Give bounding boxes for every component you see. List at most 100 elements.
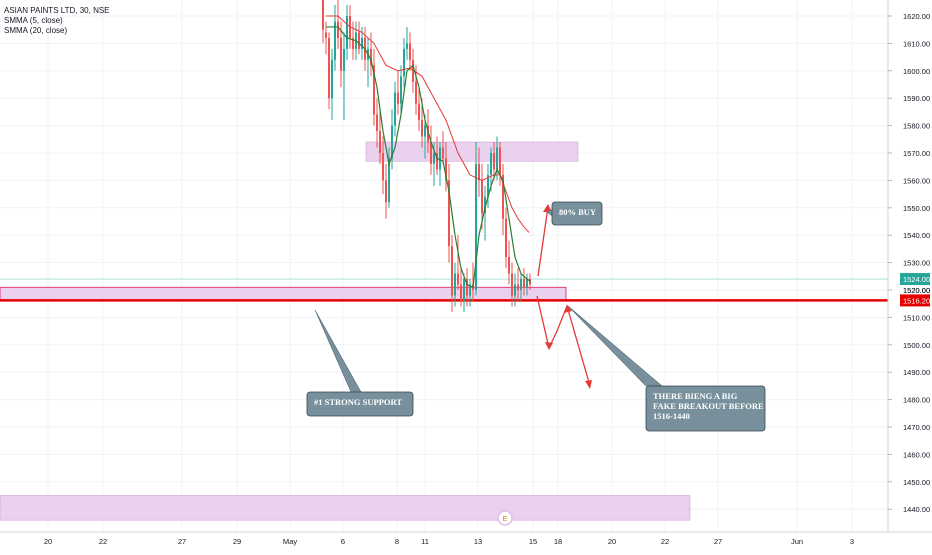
candle	[346, 5, 348, 60]
event-label: E	[503, 516, 508, 523]
candle-body	[460, 284, 462, 301]
price-tag-current: 1524.00	[900, 273, 930, 286]
candle-body	[487, 174, 489, 197]
candle-body	[325, 32, 327, 38]
y-tick-label: 1550.00	[903, 204, 930, 213]
candle	[448, 163, 450, 263]
y-tick-label: 1510.00	[903, 313, 930, 322]
price-tag-level-text: 1516.20	[903, 296, 930, 305]
candle-body	[343, 48, 345, 71]
candle-body	[418, 103, 420, 121]
candle	[334, 5, 336, 71]
candle	[499, 142, 501, 186]
buy-arrowhead	[543, 204, 552, 212]
candle-body	[421, 120, 423, 137]
candle-body	[352, 37, 354, 49]
price-tag-current-text: 1524.00	[903, 275, 930, 284]
callout-text: #1 STRONG SUPPORT	[314, 397, 402, 407]
candle	[328, 32, 330, 110]
x-tick-label: 3	[850, 537, 854, 546]
candle-body	[331, 59, 333, 99]
candle-body	[436, 153, 438, 170]
y-tick-label: 1480.00	[903, 396, 930, 405]
candle	[373, 48, 375, 126]
candle	[358, 21, 360, 55]
candle-body	[400, 76, 402, 104]
candle-body	[358, 32, 360, 49]
zone-rect	[365, 141, 579, 162]
candle-body	[424, 125, 426, 137]
y-tick-label: 1500.00	[903, 341, 930, 350]
candle	[337, 0, 339, 49]
x-tick-label: 22	[661, 537, 669, 546]
y-tick-label: 1580.00	[903, 122, 930, 131]
candle-body	[481, 180, 483, 214]
callout-box	[645, 385, 766, 432]
candle	[436, 136, 438, 175]
candle-body	[391, 125, 393, 159]
y-tick-label: 1600.00	[903, 67, 930, 76]
candle-body	[502, 174, 504, 219]
x-tick-label: 15	[529, 537, 537, 546]
candle	[502, 163, 504, 236]
y-tick-label: 1560.00	[903, 176, 930, 185]
candle-body	[454, 273, 456, 296]
candle-body	[523, 279, 525, 288]
y-tick-label: 1440.00	[903, 505, 930, 514]
candle-body	[337, 21, 339, 38]
candle	[460, 268, 462, 307]
candle	[367, 37, 369, 88]
legend-smma20: SMMA (20, close)	[4, 26, 68, 35]
candle-body	[334, 21, 336, 60]
callout-pointer	[314, 309, 362, 393]
callout-text: 80% BUY	[559, 207, 596, 217]
candle	[469, 279, 471, 307]
candle-body	[496, 147, 498, 170]
candle-body	[412, 59, 414, 82]
x-tick-label: 18	[554, 537, 562, 546]
candle-body	[478, 163, 480, 181]
chart-legend: ASIAN PAINTS LTD, 30, NSE SMMA (5, close…	[4, 6, 110, 36]
candle-body	[322, 0, 324, 30]
breakout-arrowhead-2	[585, 380, 592, 389]
event-circle	[497, 510, 513, 526]
candle-body	[394, 92, 396, 126]
price-label-near: 1520.00	[903, 286, 930, 295]
candle	[415, 65, 417, 115]
candle	[394, 81, 396, 137]
candle	[322, 0, 324, 44]
x-tick-label: 8	[395, 537, 399, 546]
candle	[514, 273, 516, 307]
candle-body	[361, 37, 363, 49]
candle-body	[463, 279, 465, 301]
legend-smma5: SMMA (5, close)	[4, 16, 63, 25]
candle	[409, 32, 411, 71]
callout-text: FAKE BREAKOUT BEFORE	[653, 401, 764, 411]
breakout-arrow	[536, 295, 591, 387]
callout-text: THERE BIENG A BIG	[653, 391, 738, 401]
candle-body	[493, 153, 495, 170]
candle-body	[514, 284, 516, 296]
candle	[457, 235, 459, 290]
candle	[466, 268, 468, 307]
y-tick-label: 1460.00	[903, 450, 930, 459]
zone-rect	[0, 286, 567, 302]
candle	[505, 207, 507, 269]
x-tick-label: 27	[178, 537, 186, 546]
candle-body	[526, 279, 528, 288]
candle	[412, 48, 414, 93]
candle	[451, 235, 453, 312]
x-tick-label: 20	[44, 537, 52, 546]
candle	[439, 142, 441, 186]
x-tick-label: 22	[99, 537, 107, 546]
candle	[445, 142, 447, 192]
candle-body	[373, 65, 375, 115]
buy-arrow	[537, 206, 549, 277]
candle-body	[328, 37, 330, 99]
candle-body	[448, 180, 450, 247]
candle	[385, 163, 387, 219]
candle	[484, 185, 486, 241]
